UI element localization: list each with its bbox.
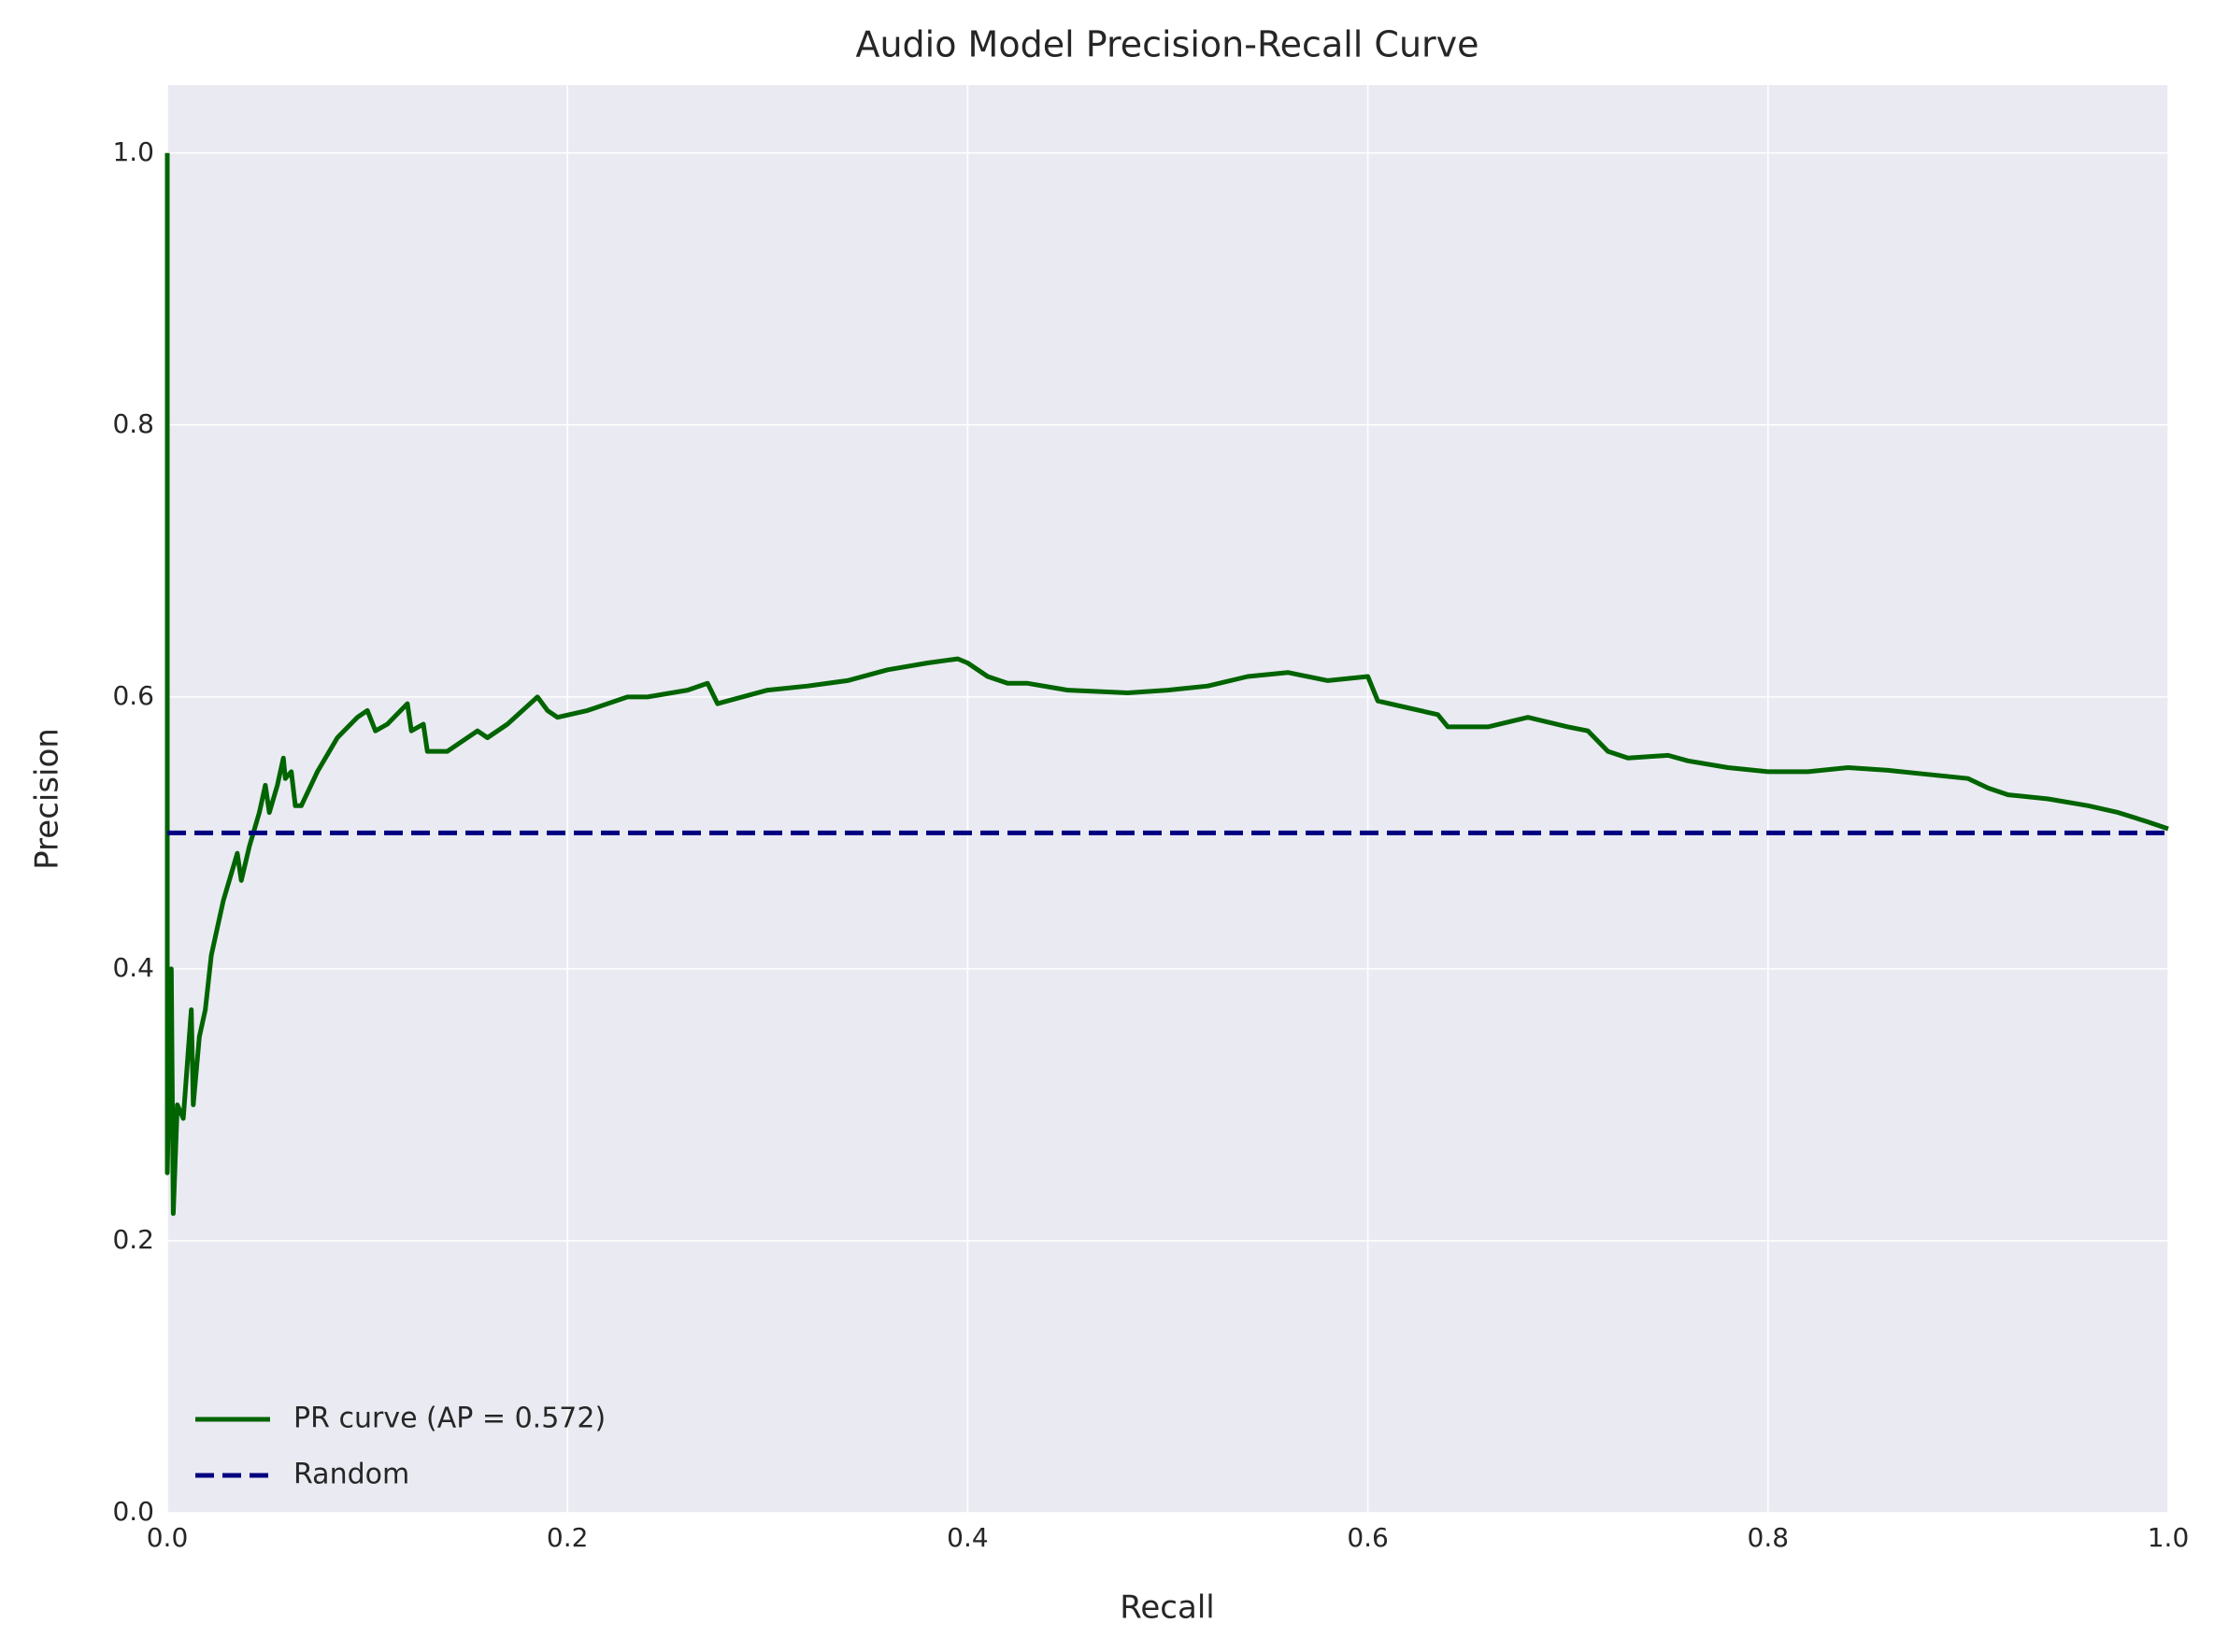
x-tick-label: 0.6	[1347, 1522, 1389, 1553]
chart-title: Audio Model Precision-Recall Curve	[855, 24, 1478, 65]
y-tick-label: 1.0	[112, 136, 154, 167]
x-tick-label: 0.8	[1748, 1522, 1790, 1553]
x-tick-label: 0.0	[147, 1522, 189, 1553]
y-tick-label: 0.0	[112, 1496, 154, 1527]
legend-label: PR curve (AP = 0.572)	[293, 1403, 606, 1435]
x-tick-label: 1.0	[2148, 1522, 2190, 1553]
legend-label: Random	[293, 1459, 409, 1491]
y-tick-label: 0.2	[112, 1224, 154, 1255]
y-tick-label: 0.8	[112, 408, 154, 439]
plot-area	[167, 85, 2168, 1513]
y-tick-label: 0.4	[112, 952, 154, 983]
line-series	[164, 152, 2169, 1217]
x-axis-label: Recall	[1120, 1589, 1214, 1627]
x-tick-label: 0.2	[547, 1522, 589, 1553]
x-tick-label: 0.4	[947, 1522, 989, 1553]
y-axis-label: Precision	[29, 728, 66, 870]
y-tick-label: 0.6	[112, 680, 154, 711]
